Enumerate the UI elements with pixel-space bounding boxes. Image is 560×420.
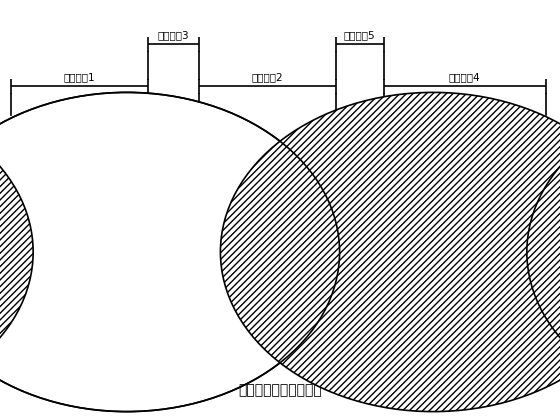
Circle shape — [0, 92, 33, 412]
Text: 施工顺刹1: 施工顺刹1 — [64, 72, 96, 82]
Text: 施工顺刹3: 施工顺刹3 — [158, 30, 189, 40]
Circle shape — [527, 92, 560, 412]
Circle shape — [221, 92, 560, 412]
Circle shape — [0, 92, 339, 412]
Text: 施工顺刹2: 施工顺刹2 — [251, 72, 283, 82]
Circle shape — [221, 92, 560, 412]
Text: 施工顺刹4: 施工顺刹4 — [449, 72, 480, 82]
Text: 施工顺刹5: 施工顺刹5 — [344, 30, 376, 40]
Circle shape — [0, 92, 33, 412]
Text: 摒拌桦施工顺序示意图: 摒拌桦施工顺序示意图 — [238, 383, 322, 398]
